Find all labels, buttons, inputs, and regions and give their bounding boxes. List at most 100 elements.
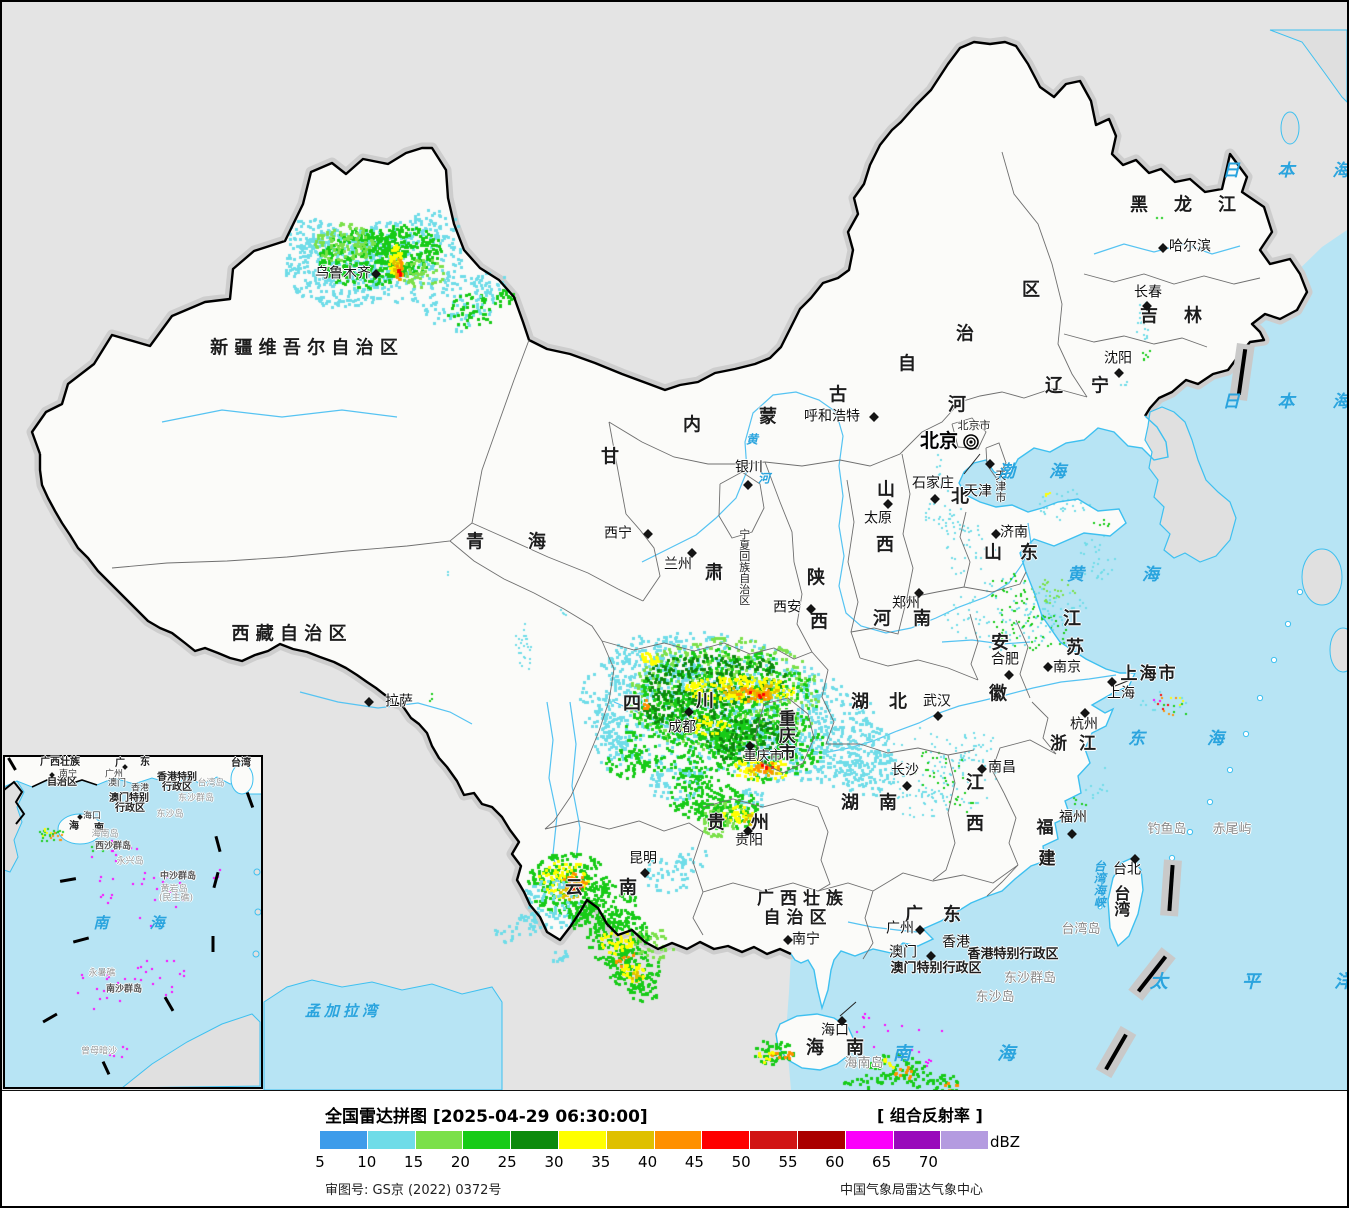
inset-label-i_hai: 海 (69, 820, 79, 832)
colorbar-segment (893, 1131, 942, 1149)
inset-label-i_gx2: 自治区 (47, 776, 77, 788)
city-marker-yinchuan (743, 480, 753, 490)
sea-label-riben1: 日 本 海 (1222, 161, 1347, 182)
city-label-tianjin: 天津 (964, 483, 992, 500)
province-label-hui: 徽 (989, 683, 1007, 705)
colorbar-segment (367, 1131, 416, 1149)
province-label-ningxia: 宁夏回族自治区 (737, 528, 751, 606)
colorbar-tick: 50 (731, 1153, 751, 1171)
province-label-liaoning: 辽宁 (1045, 375, 1137, 397)
colorbar-tick: 25 (497, 1153, 517, 1171)
province-label-jian: 建 (1038, 849, 1056, 870)
unit-label: dBZ (990, 1133, 1021, 1151)
city-label-kunming: 昆明 (629, 850, 657, 867)
province-label-hainan_prov: 海南 (806, 1037, 886, 1059)
border-layer (3, 40, 1309, 1089)
city-marker-haerbin (1158, 243, 1168, 253)
inset-label-i_taiwan: 台湾 (231, 757, 251, 769)
colorbar-tick: 55 (778, 1153, 798, 1171)
colorbar-segment (654, 1131, 703, 1149)
sea-label-riben2: 日 本 海 (1222, 392, 1347, 413)
inset-label-i_zhongsha: 中沙群岛 (159, 871, 197, 882)
city-label-shenyang: 沈阳 (1104, 350, 1132, 367)
city-label-changchun: 长春 (1134, 284, 1162, 301)
province-label-tianjin_shi: 天津市 (993, 469, 1007, 503)
map-title: 全国雷达拼图 [2025-04-29 06:30:00] (325, 1107, 648, 1127)
sea-label-donghai: 东 海 (1128, 729, 1252, 750)
province-label-xizang: 西 藏 自 治 区 (231, 623, 347, 645)
province-label-fu: 福 (1036, 818, 1054, 839)
city-label-wuhan: 武汉 (923, 693, 951, 710)
radar-echo-layer (2, 2, 1347, 1090)
province-label-jilin: 吉林 (1140, 305, 1228, 327)
province-label-nei: 内 (683, 414, 701, 436)
province-label-gu: 古 (829, 384, 847, 406)
colorbar-segment (845, 1131, 894, 1149)
island-label-hainandao: 海南岛 (844, 1056, 884, 1072)
city-label-lanzhou: 兰州 (664, 556, 692, 573)
china-radar-map: 新 疆 维 吾 尔 自 治 区西 藏 自 治 区青海甘肃内蒙古自治区宁夏回族自治… (2, 2, 1347, 1091)
sea-label-nanhai_m: 南 海 (892, 1043, 1056, 1065)
city-marker-guangzhou (915, 925, 925, 935)
city-marker-chengdu (684, 707, 694, 717)
inset-label-i_dsd: 东沙岛 (156, 809, 184, 820)
city-label-lasa: 拉萨 (385, 693, 413, 710)
legend: 全国雷达拼图 [2025-04-29 06:30:00] [ 组合反射率 ] d… (2, 1091, 1347, 1206)
city-marker-shijiazhuang (930, 494, 940, 504)
sea-label-twhaixia: 台湾海峡 (1092, 860, 1107, 908)
colorbar-segment (463, 1131, 512, 1149)
province-label-hunan: 湖南 (841, 792, 917, 814)
colorbar-tick: 45 (684, 1153, 704, 1171)
city-marker-xining (643, 529, 653, 539)
colorbar-segment (558, 1131, 607, 1149)
inset-label-i_hk2: 行政区 (162, 781, 192, 793)
inset-label-i_nanning: 南宁 (58, 769, 78, 780)
city-label-chongqing_s: 重庆市 (743, 749, 783, 765)
province-label-chongqing_big: 重庆市 (774, 709, 795, 761)
province-label-shan3: 陕 (807, 567, 825, 589)
inset-label-i_gx1: 广西壮族 (40, 756, 80, 768)
sea-label-huanghai: 黄 海 (1067, 565, 1185, 586)
sea-label-bohai: 渤 海 (998, 462, 1080, 483)
inset-label-i_aomen: 澳门 (107, 778, 127, 789)
province-label-xinjiang: 新 疆 维 吾 尔 自 治 区 (210, 337, 398, 359)
colorbar-tick: 20 (450, 1153, 470, 1171)
city-label-haerbin: 哈尔滨 (1169, 238, 1211, 255)
city-marker-lasa (364, 697, 374, 707)
province-label-guangxi2: 自治区 (763, 908, 833, 929)
inset-label-i_nansha: 南沙群岛 (105, 984, 143, 995)
colorbar-tick: 5 (315, 1153, 325, 1171)
inset-marker-i_haikou (77, 814, 83, 820)
province-label-meng: 蒙 (759, 406, 777, 428)
city-marker-huhehaote (869, 412, 879, 422)
city-marker-nanjing (1043, 662, 1053, 672)
province-label-sichuan1: 四 (623, 693, 641, 715)
province-label-shan1: 山 (877, 479, 895, 501)
inset-label-i_twd: 台湾岛 (197, 778, 225, 789)
province-label-hksar: 香港特别行政区 (967, 947, 1059, 963)
city-label-chengdu: 成都 (668, 719, 696, 736)
inset-label-i_hnd: 海南岛 (91, 829, 119, 840)
island-label-dongshadao: 东沙岛 (975, 990, 1015, 1006)
colorbar-tick: 10 (357, 1153, 377, 1171)
colorbar-segment (606, 1131, 655, 1149)
province-label-sichuan2: 川 (696, 690, 714, 712)
inset-label-i_dong: 东 (140, 756, 150, 768)
city-label-xian: 西安 (773, 599, 801, 616)
province-label-jiang2: 江 (966, 772, 984, 794)
inset-label-i_mo2: 行政区 (115, 802, 145, 814)
province-label-heilongjiang: 黑龙江 (1130, 194, 1262, 216)
city-label-nanjing: 南京 (1053, 659, 1081, 676)
city-label-urumqi: 乌鲁木齐 (315, 265, 371, 282)
colorbar-ticks: 5 10 15 20 25 30 35 40 45 50 55 60 65 70 (2, 1153, 1347, 1171)
inset-label-i_guang: 广 (115, 757, 125, 769)
colorbar-tick: 60 (825, 1153, 845, 1171)
city-label-shijiazhuang: 石家庄 (912, 475, 954, 492)
inset-label-i_yongxing: 永兴岛 (116, 856, 144, 867)
island-label-chiwei: 赤尾屿 (1212, 822, 1252, 838)
city-label-nanchang: 南昌 (988, 759, 1016, 776)
inset-label-i_haikou: 海口 (82, 811, 102, 822)
colorbar-tick: 40 (638, 1153, 658, 1171)
credit: 中国气象局雷达气象中心 (840, 1183, 984, 1198)
